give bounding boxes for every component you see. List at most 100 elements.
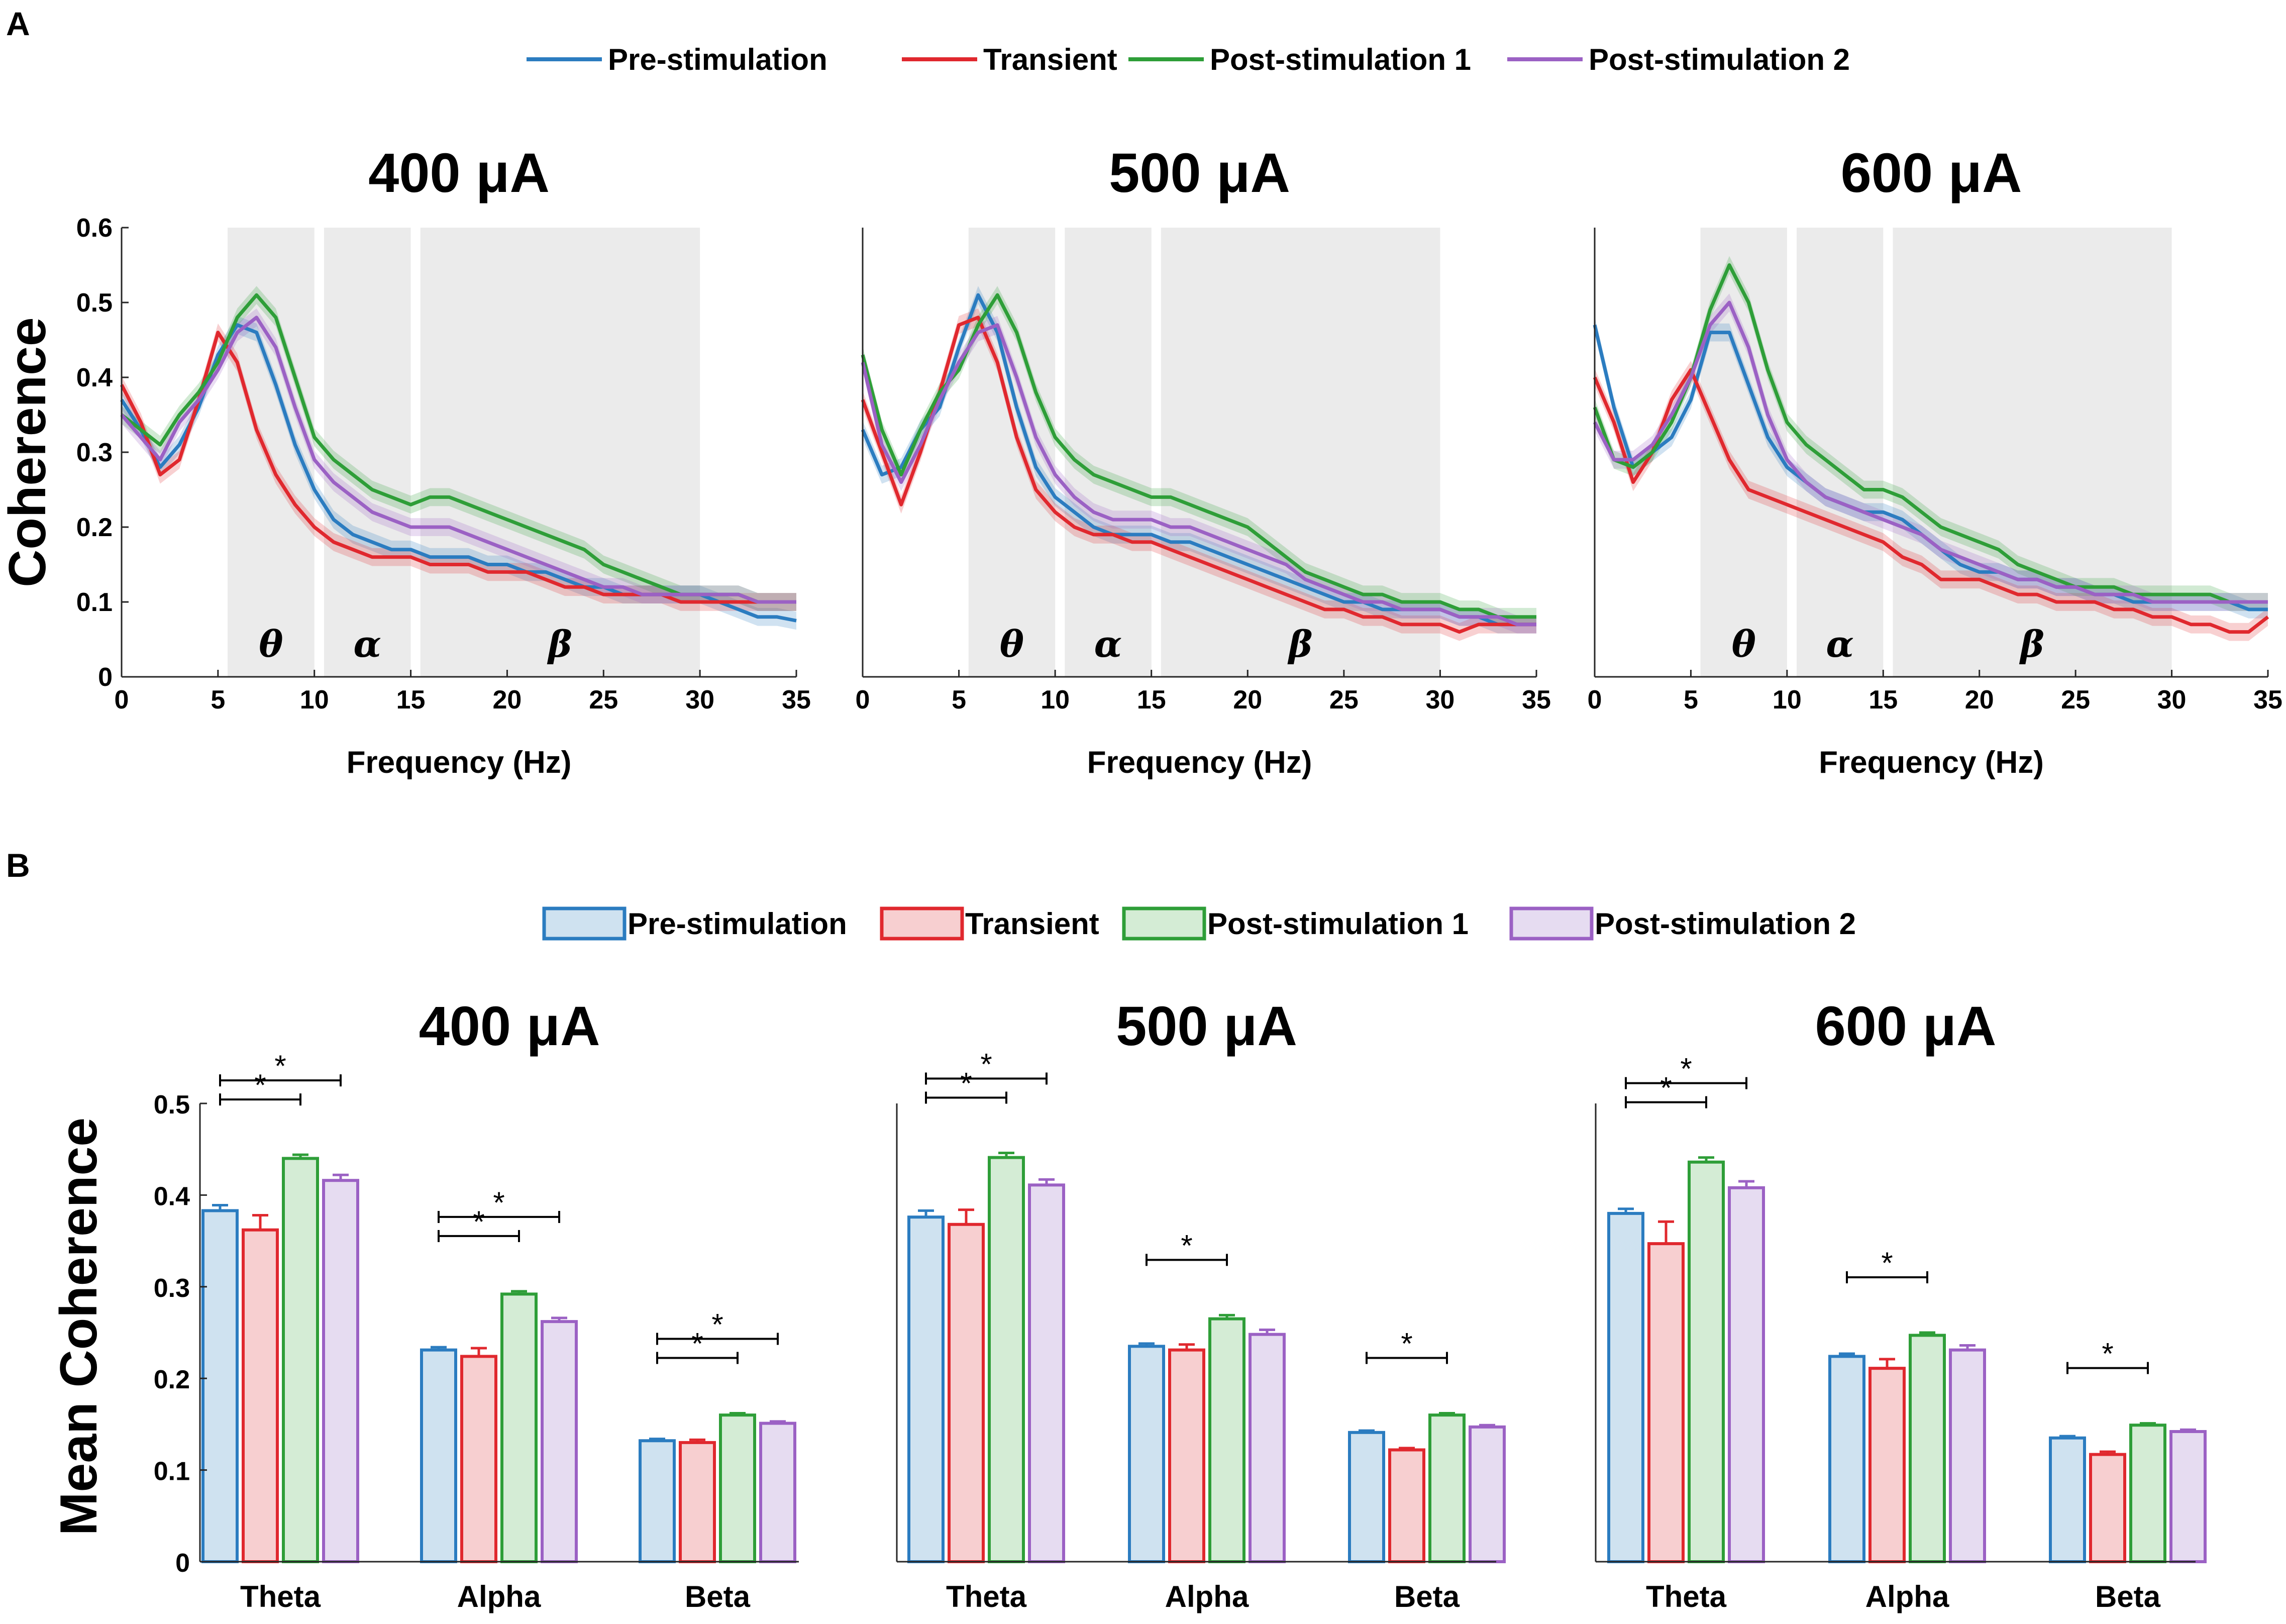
y-axis-label: Coherence bbox=[0, 317, 57, 587]
series-error-band-post1 bbox=[863, 286, 1536, 626]
bar-post1-theta bbox=[1688, 1160, 1725, 1564]
x-tick-label: 25 bbox=[2061, 685, 2090, 715]
category-label: Alpha bbox=[1165, 1580, 1249, 1613]
legend-line-label-transient: Transient bbox=[983, 43, 1117, 76]
x-axis-label: Frequency (Hz) bbox=[347, 745, 572, 780]
chart-title: 600 μA bbox=[1841, 142, 2022, 204]
series-error-band-pre bbox=[122, 316, 796, 630]
band-label-0: θ bbox=[1732, 623, 1756, 665]
bar-transient-theta bbox=[948, 1223, 985, 1564]
x-tick-label: 30 bbox=[2157, 685, 2187, 715]
legend-bar-swatch-post2 bbox=[1509, 906, 1594, 941]
bar-pre-alpha bbox=[1828, 1355, 1865, 1564]
x-tick-label: 5 bbox=[1684, 685, 1698, 715]
bar-transient-beta bbox=[2089, 1453, 2126, 1564]
series-line-post2 bbox=[1593, 300, 2268, 604]
band-label-2: β bbox=[1287, 623, 1313, 665]
x-tick-label: 30 bbox=[1426, 685, 1455, 715]
bar-post1-beta bbox=[719, 1413, 756, 1563]
bar-post2-alpha bbox=[1949, 1348, 1986, 1563]
frequency-band-2 bbox=[420, 228, 700, 677]
bar-post1-theta bbox=[282, 1157, 319, 1563]
x-tick-label: 10 bbox=[300, 685, 329, 715]
x-tick-label: 35 bbox=[2253, 685, 2282, 715]
x-tick-label: 25 bbox=[1329, 685, 1359, 715]
y-tick-label: 0 bbox=[98, 663, 113, 692]
bar-post1-beta bbox=[2129, 1424, 2166, 1564]
legend-line-label-pre: Pre-stimulation bbox=[608, 43, 827, 76]
y-tick-label: 0.4 bbox=[76, 363, 113, 392]
bar-transient-beta bbox=[679, 1441, 716, 1563]
series-line-post2 bbox=[861, 323, 1536, 627]
bar-pre-alpha bbox=[1128, 1345, 1165, 1564]
category-label: Alpha bbox=[1865, 1580, 1949, 1613]
chart-title: 500 μA bbox=[1116, 995, 1297, 1057]
x-tick-label: 25 bbox=[589, 685, 618, 715]
band-label-2: β bbox=[2019, 623, 2044, 665]
band-label-0: θ bbox=[259, 623, 283, 665]
legend-bar-swatch-pre bbox=[542, 906, 627, 941]
significance-star: * bbox=[1181, 1229, 1192, 1262]
legend-bar-label-post1: Post-stimulation 1 bbox=[1207, 907, 1469, 941]
legend-bar-swatch-post1 bbox=[1122, 906, 1206, 941]
line-chart-1: θ α β 500 μA 0 5 10 15 20 25 30 35 Frequency (Hz) bbox=[856, 142, 1551, 780]
x-tick-label: 20 bbox=[493, 685, 522, 715]
panel-label-a: A bbox=[6, 5, 30, 42]
bar-pre-beta bbox=[2049, 1436, 2086, 1564]
series-error-band-post2 bbox=[1595, 293, 2268, 611]
legend-line-label-post2: Post-stimulation 2 bbox=[1589, 43, 1850, 76]
band-label-1: α bbox=[1094, 623, 1122, 665]
frequency-band-1 bbox=[1065, 228, 1152, 677]
bar-transient-theta bbox=[242, 1228, 279, 1563]
x-tick-label: 0 bbox=[1588, 685, 1602, 715]
significance-star: * bbox=[493, 1186, 504, 1220]
significance-star: * bbox=[1401, 1327, 1412, 1361]
legend-bar-label-transient: Transient bbox=[965, 907, 1099, 941]
panel-label-b: B bbox=[6, 847, 30, 884]
y-tick-label: 0.4 bbox=[154, 1182, 190, 1211]
significance-star: * bbox=[254, 1068, 266, 1102]
significance-star: * bbox=[2102, 1337, 2113, 1371]
series-line-post1 bbox=[1593, 263, 2268, 604]
x-tick-label: 5 bbox=[952, 685, 966, 715]
bar-pre-theta bbox=[201, 1209, 239, 1563]
bar-pre-theta bbox=[1607, 1211, 1644, 1563]
bar-transient-beta bbox=[1388, 1448, 1425, 1563]
x-tick-label: 15 bbox=[1137, 685, 1166, 715]
frequency-band-1 bbox=[324, 228, 411, 677]
significance-star: * bbox=[274, 1049, 286, 1083]
y-tick-label: 0.2 bbox=[154, 1365, 190, 1394]
category-label: Theta bbox=[946, 1580, 1027, 1613]
x-tick-label: 5 bbox=[211, 685, 225, 715]
bar-post1-alpha bbox=[1208, 1317, 1245, 1563]
bar-post2-beta bbox=[1469, 1425, 1506, 1564]
band-label-1: α bbox=[1826, 623, 1853, 665]
x-tick-label: 15 bbox=[396, 685, 426, 715]
chart-title: 400 μA bbox=[419, 995, 600, 1057]
category-label: Alpha bbox=[457, 1580, 541, 1613]
bar-post1-beta bbox=[1428, 1413, 1466, 1563]
significance-star: * bbox=[473, 1205, 484, 1239]
x-axis-label: Frequency (Hz) bbox=[1819, 745, 2044, 780]
x-tick-label: 15 bbox=[1868, 685, 1898, 715]
band-label-2: β bbox=[547, 623, 572, 665]
bar-post1-theta bbox=[988, 1156, 1025, 1563]
significance-star: * bbox=[1881, 1246, 1893, 1280]
y-tick-label: 0.1 bbox=[76, 588, 113, 617]
legend-bar-label-pre: Pre-stimulation bbox=[628, 907, 847, 941]
bar-legend: Pre-stimulation Transient Post-stimulation… bbox=[542, 906, 1856, 941]
series-error-band-post1 bbox=[1595, 256, 2268, 611]
category-label: Beta bbox=[2095, 1580, 2161, 1613]
y-axis-label: Mean Coherence bbox=[50, 1118, 108, 1536]
series-error-band-post2 bbox=[122, 308, 796, 611]
bar-transient-theta bbox=[1647, 1242, 1685, 1563]
bar-post2-theta bbox=[1028, 1183, 1065, 1563]
x-tick-label: 30 bbox=[685, 685, 714, 715]
y-tick-label: 0 bbox=[175, 1549, 190, 1578]
bar-post2-theta bbox=[1728, 1186, 1765, 1564]
frequency-band-2 bbox=[1893, 228, 2172, 677]
bar-post1-alpha bbox=[1909, 1334, 1946, 1563]
x-tick-label: 0 bbox=[115, 685, 129, 715]
category-label: Beta bbox=[1394, 1580, 1460, 1613]
